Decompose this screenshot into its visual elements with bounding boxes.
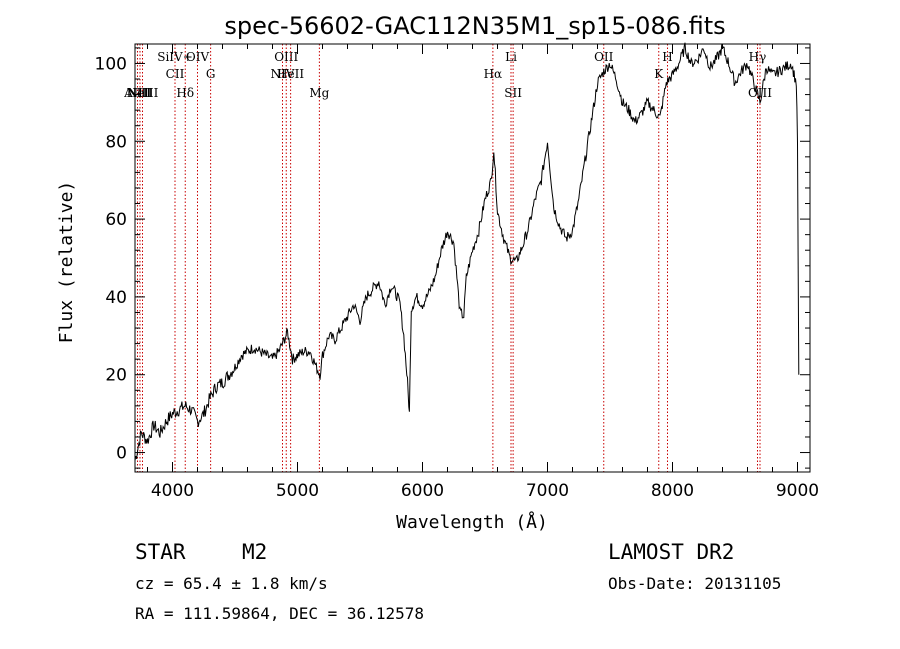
y-tick-label: 80 xyxy=(105,132,127,152)
spectral-line-label: AlIII xyxy=(123,86,151,100)
sky-coordinates: RA = 111.59864, DEC = 36.12578 xyxy=(135,604,424,623)
observation-date: Obs-Date: 20131105 xyxy=(608,574,782,593)
spectral-line-label: NeIII xyxy=(127,86,159,100)
spectral-line-label: SII xyxy=(504,86,522,100)
spectral-line-label: NIII xyxy=(128,86,153,100)
survey-name: LAMOST DR2 xyxy=(608,540,735,564)
plot-frame xyxy=(134,43,811,473)
spectral-line-label: Hγ xyxy=(749,50,767,64)
redshift-cz: cz = 65.4 ± 1.8 km/s xyxy=(135,574,328,593)
axes: 4000 5000 6000 7000 8000 9000 0 20 40 60 80 100 xyxy=(95,43,819,501)
x-tick-label: 5000 xyxy=(276,481,319,501)
spectral-line-label: OIV xyxy=(186,50,210,64)
y-tick-label: 20 xyxy=(105,366,127,386)
spectral-line-label: Hδ xyxy=(176,86,194,100)
x-tick-label: 4000 xyxy=(151,481,194,501)
spectral-line-label: CII xyxy=(166,67,185,81)
spectral-line-label: OIII xyxy=(748,86,772,100)
object-class: STAR xyxy=(135,540,186,564)
y-tick-label: 100 xyxy=(95,54,127,74)
spectral-line-label: G xyxy=(206,67,216,81)
spectral-line-label: H xyxy=(662,50,672,64)
spectral-line-label: OIII xyxy=(274,50,298,64)
spectrum-line xyxy=(134,42,800,461)
spectral-line-label: NIV xyxy=(271,67,295,81)
x-tick-label: 9000 xyxy=(776,481,819,501)
y-tick-label: 40 xyxy=(105,288,127,308)
y-axis-label: Flux (relative) xyxy=(56,181,77,344)
x-axis-label: Wavelength (Å) xyxy=(396,511,548,533)
x-tick-label: 8000 xyxy=(651,481,694,501)
object-subclass: M2 xyxy=(242,540,268,564)
spectral-line-label: K xyxy=(654,67,664,81)
spectral-line-label: OII xyxy=(594,50,614,64)
y-tick-label: 0 xyxy=(116,444,127,464)
spectral-line-label: Hα xyxy=(484,67,503,81)
y-tick-label: 60 xyxy=(105,210,127,230)
spectral-line-label: SiIV+ xyxy=(157,50,193,64)
chart-title: spec-56602-GAC112N35M1_sp15-086.fits xyxy=(224,12,725,40)
x-tick-label: 6000 xyxy=(401,481,444,501)
spectral-line-label: Mg xyxy=(309,86,329,100)
spectral-line-label: HeII xyxy=(277,67,304,81)
spectral-line-label: Li xyxy=(505,50,517,64)
plot-area xyxy=(134,42,800,461)
x-tick-label: 7000 xyxy=(526,481,569,501)
